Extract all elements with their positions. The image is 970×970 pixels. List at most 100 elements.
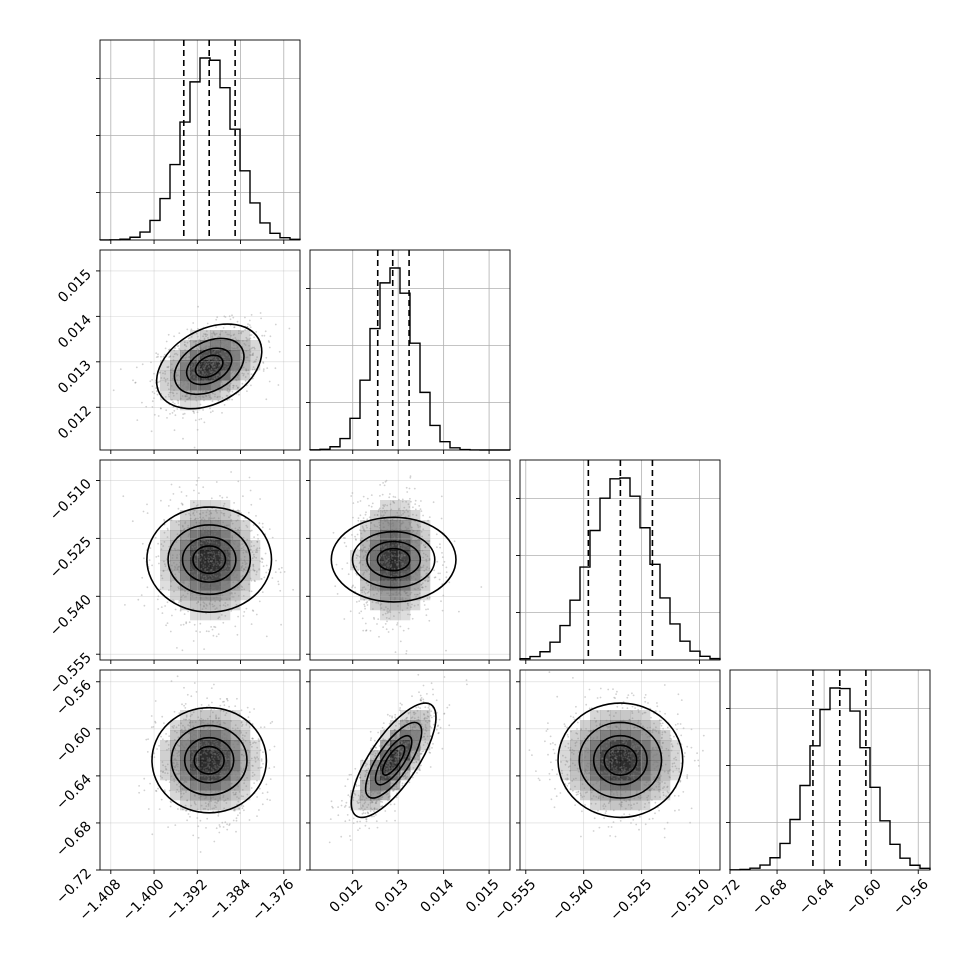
sample-point	[389, 759, 392, 761]
sample-point	[230, 763, 233, 765]
sample-point	[176, 392, 178, 395]
sample-point	[191, 363, 193, 366]
sample-point	[424, 724, 427, 726]
sample-point	[219, 495, 221, 497]
sample-point	[403, 732, 405, 734]
sample-point	[176, 345, 179, 348]
sample-point	[381, 577, 384, 580]
sample-point	[185, 781, 188, 783]
sample-point	[192, 501, 195, 504]
sample-point	[178, 348, 181, 351]
density-cell	[220, 600, 231, 611]
sample-point	[214, 366, 216, 369]
sample-point	[383, 565, 385, 568]
density-cell	[230, 380, 241, 391]
density-cell	[190, 360, 201, 371]
sample-point	[265, 398, 268, 401]
sample-point	[186, 693, 189, 696]
sample-point	[392, 544, 395, 547]
sample-point	[228, 516, 230, 519]
sample-point	[203, 518, 206, 521]
sample-point	[199, 556, 201, 558]
sample-point	[218, 375, 221, 378]
sample-point	[147, 738, 150, 740]
sample-point	[175, 352, 178, 355]
density-cell	[360, 580, 371, 591]
sample-point	[192, 725, 195, 728]
sample-point	[405, 592, 408, 594]
density-cell	[650, 770, 661, 781]
sample-point	[402, 562, 404, 565]
sample-point	[268, 767, 271, 769]
sample-point	[376, 534, 379, 537]
sample-point	[215, 375, 218, 377]
sample-point	[198, 554, 201, 556]
sample-point	[213, 750, 215, 752]
density-cell	[400, 500, 411, 511]
density-cell	[390, 720, 401, 731]
sample-point	[203, 767, 205, 770]
sample-point	[398, 592, 400, 595]
sample-point	[206, 508, 209, 511]
sample-point	[190, 365, 193, 368]
sample-point	[220, 746, 222, 749]
sample-point	[235, 603, 238, 606]
sample-point	[221, 737, 224, 739]
sample-point	[379, 524, 381, 527]
density-cell	[560, 740, 571, 751]
sample-point	[390, 564, 393, 566]
sample-point	[394, 555, 396, 558]
sample-point	[213, 532, 216, 535]
sample-point	[181, 739, 184, 742]
sample-point	[407, 613, 409, 616]
sample-point	[386, 534, 389, 537]
sample-point	[186, 398, 189, 401]
sample-point	[445, 571, 448, 574]
sample-point	[206, 732, 209, 734]
density-cell	[400, 590, 411, 601]
sample-point	[232, 367, 234, 370]
sample-point	[250, 347, 253, 350]
sample-point	[198, 395, 201, 398]
sample-point	[409, 525, 412, 527]
sample-point	[176, 761, 178, 764]
density-cell	[380, 500, 391, 511]
sample-point	[377, 590, 380, 593]
sample-point	[211, 345, 214, 348]
sample-point	[399, 582, 402, 585]
sample-point	[197, 385, 200, 388]
sample-point	[211, 807, 214, 810]
sample-point	[424, 741, 427, 744]
sample-point	[420, 500, 422, 502]
sample-point	[201, 719, 204, 722]
sample-point	[269, 778, 272, 780]
sample-point	[223, 579, 226, 582]
sample-point	[168, 589, 170, 592]
sample-point	[186, 387, 189, 390]
sample-point	[203, 521, 205, 523]
sample-point	[375, 550, 378, 553]
sample-point	[219, 772, 222, 775]
sample-point	[362, 544, 364, 547]
sample-point	[400, 583, 402, 586]
sample-point	[358, 555, 361, 558]
sample-point	[200, 531, 203, 534]
sample-point	[154, 721, 157, 724]
sample-point	[385, 579, 388, 582]
sample-point	[404, 539, 406, 542]
sample-point	[177, 568, 179, 571]
sample-point	[193, 531, 195, 534]
density-cell	[650, 790, 661, 801]
sample-point	[233, 502, 236, 504]
sample-point	[404, 579, 407, 581]
sample-point	[198, 340, 201, 343]
sample-point	[219, 746, 222, 749]
sample-point	[192, 367, 195, 369]
sample-point	[390, 523, 392, 525]
sample-point	[223, 350, 226, 353]
sample-point	[391, 768, 394, 771]
density-cell	[180, 390, 191, 401]
sample-point	[198, 719, 201, 722]
sample-point	[206, 784, 209, 786]
sample-point	[236, 367, 239, 370]
